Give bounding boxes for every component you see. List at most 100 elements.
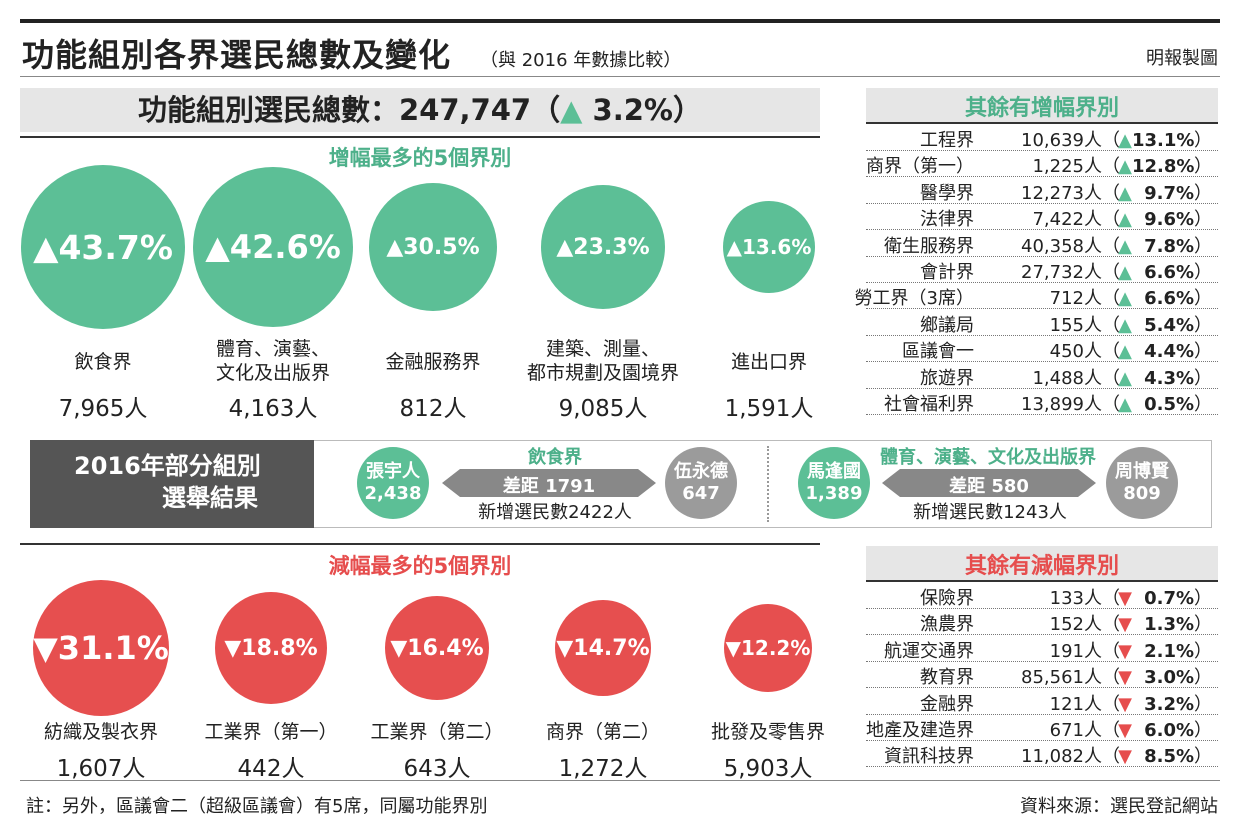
voter-count: 11,082人（ [1021, 746, 1120, 768]
decrease-sector-label: 紡織及製衣界 [43, 721, 158, 743]
increase-pct: ▲42.6% [205, 228, 341, 266]
winner-bubble-2: 馬逢國 1,389 [798, 447, 870, 519]
voter-count: 191人（ [1049, 640, 1120, 662]
table-row: 航運交通界 191人（ ▼ 2.1%） [866, 635, 1218, 662]
sector-name: 航運交通界 [884, 640, 974, 662]
sector-name: 旅遊界 [920, 367, 974, 389]
pct-value: 9.6% [1144, 209, 1194, 231]
winner-votes-1: 2,438 [364, 483, 422, 504]
decrease-pct: ▼18.8% [224, 635, 318, 661]
sector-name: 勞工界（3席） [854, 288, 974, 310]
decrease-bubble: ▼14.7% [555, 600, 651, 696]
other-decrease-title: 其餘有減幅界別 [964, 554, 1119, 579]
increase-section-title: 增幅最多的5個界別 [328, 146, 512, 170]
voter-count: 85,561人（ [1021, 667, 1120, 689]
other-increase-rule [866, 122, 1218, 124]
up-arrow-icon: ▲ [1118, 288, 1132, 310]
table-row: 工程界 10,639人（ ▲13.1%） [866, 124, 1218, 151]
down-arrow-icon: ▼ [1118, 588, 1132, 609]
voter-count: 40,358人（ [1021, 235, 1120, 257]
down-arrow-icon: ▼ [1118, 746, 1132, 768]
decrease-section-title: 減幅最多的5個界別 [328, 554, 512, 578]
up-arrow-icon: ▲ [1118, 394, 1132, 415]
sector-name: 工程界 [920, 130, 974, 151]
change-pct: ▲ 6.6%） [1118, 258, 1212, 284]
table-row: 區議會一 450人（ ▲ 4.4%） [866, 335, 1218, 363]
loser-name-1: 伍永德 [674, 461, 728, 482]
table-row: 旅遊界 1,488人（ ▲ 4.3%） [866, 362, 1218, 389]
pct-close: ） [1194, 693, 1212, 715]
pct-close: ） [1194, 746, 1212, 768]
election-2016-title: 2016年部分組別 選舉結果 [30, 450, 314, 514]
total-voters: 功能組別選民總數：247,747（▲ 3.2%） [20, 88, 820, 132]
table-row: 衛生服務界 40,358人（ ▲ 7.8%） [866, 230, 1218, 257]
sector-name: 法律界 [920, 209, 974, 231]
gap-arrow-1 [442, 469, 656, 497]
new-voters-1: 新增選民數2422人 [478, 502, 632, 523]
voter-count: 133人（ [1049, 588, 1120, 609]
up-arrow-icon: ▲ [1118, 182, 1132, 204]
page-subtitle: （與 2016 年數據比較） [480, 50, 682, 71]
sector-name: 保險界 [920, 588, 974, 609]
increase-sector-label: 金融服務界 [343, 350, 523, 374]
increase-bubble: ▲13.6% [723, 201, 815, 293]
sector-name: 會計界 [920, 262, 974, 283]
sector-name: 社會福利界 [884, 394, 974, 415]
table-row: 漁農界 152人（ ▼ 1.3%） [866, 608, 1218, 636]
increase-sector-line1: 建築、測量、 [545, 338, 660, 360]
other-decrease-rule [866, 580, 1218, 582]
pct-value: 7.8% [1144, 235, 1194, 257]
pct-value: 6.6% [1144, 288, 1194, 310]
change-pct: ▲12.8%） [1118, 152, 1212, 178]
decrease-bubble: ▼31.1% [33, 580, 169, 716]
pct-close: ） [1194, 209, 1212, 231]
pct-value: 1.3% [1144, 614, 1194, 636]
change-pct: ▼ 0.7%） [1118, 584, 1212, 610]
decrease-voters: 442人 [237, 756, 305, 782]
decrease-pct: ▼14.7% [556, 635, 650, 661]
top-rule [20, 19, 1220, 23]
pct-value: 8.5% [1144, 746, 1194, 768]
voter-count: 1,488人（ [1032, 367, 1120, 389]
pct-value: 3.2% [1144, 693, 1194, 715]
increase-sector-label: 進出口界 [679, 350, 859, 374]
increase-sector-line1: 飲食界 [74, 351, 132, 373]
pct-close: ） [1194, 640, 1212, 662]
winner-votes-2: 1,389 [805, 483, 863, 504]
up-arrow-icon: ▲ [1118, 262, 1132, 283]
loser-name-2: 周博賢 [1115, 461, 1169, 482]
gap-label-2: 差距 580 [949, 476, 1029, 497]
credit-label: 明報製圖 [1146, 48, 1218, 69]
increase-voters: 1,591人 [724, 396, 814, 422]
pct-close: ） [1194, 367, 1212, 389]
footnote: 註：另外，區議會二（超級區議會）有5席，同屬功能界別 [26, 796, 488, 817]
increase-sector-label: 建築、測量、 都市規劃及園境界 [513, 337, 693, 385]
pct-close: ） [1194, 720, 1212, 741]
increase-sector-label: 體育、演藝、 文化及出版界 [183, 337, 363, 385]
change-pct: ▲ 0.5%） [1118, 390, 1212, 416]
increase-sector-line1: 進出口界 [730, 351, 807, 373]
voter-count: 12,273人（ [1021, 182, 1120, 204]
voter-count: 7,422人（ [1032, 209, 1120, 231]
pct-close: ） [1194, 235, 1212, 257]
table-row: 社會福利界 13,899人（ ▲ 0.5%） [866, 388, 1218, 415]
sector-name: 漁農界 [920, 614, 974, 636]
pct-close: ） [1194, 314, 1212, 336]
change-pct: ▲ 7.8%） [1118, 232, 1212, 258]
pct-close: ） [1194, 262, 1212, 283]
pct-value: 2.1% [1144, 640, 1194, 662]
sector-name: 鄉議局 [920, 314, 974, 336]
pct-value: 9.7% [1144, 182, 1194, 204]
pct-value: 4.4% [1144, 341, 1194, 363]
change-pct: ▲ 5.4%） [1118, 311, 1212, 337]
table-row: 會計界 27,732人（ ▲ 6.6%） [866, 256, 1218, 283]
increase-pct: ▲30.5% [386, 234, 480, 260]
pct-value: 0.7% [1144, 588, 1194, 609]
pct-close: ） [1194, 394, 1212, 415]
up-arrow-icon: ▲ [1118, 235, 1132, 257]
pct-close: ） [1194, 182, 1212, 204]
up-arrow-icon: ▲ [1118, 341, 1132, 363]
table-row: 資訊科技界 11,082人（ ▼ 8.5%） [866, 740, 1218, 768]
pct-value: 5.4% [1144, 314, 1194, 336]
sector-name: 地產及建造界 [866, 720, 974, 741]
